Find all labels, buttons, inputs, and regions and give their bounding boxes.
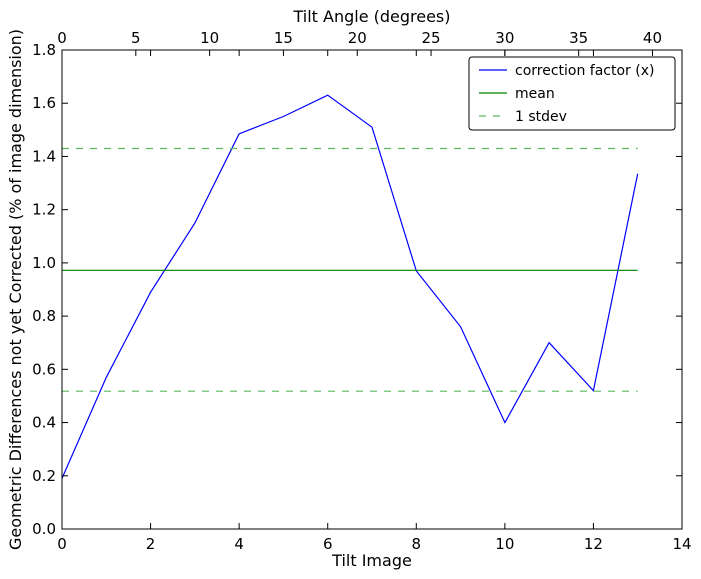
y-tick-label: 0.8 bbox=[32, 307, 56, 325]
y-tick-label: 1.8 bbox=[32, 41, 56, 59]
x-tick-label: 4 bbox=[234, 535, 244, 553]
top-x-tick-label: 25 bbox=[422, 29, 441, 47]
x-tick-label: 12 bbox=[584, 535, 603, 553]
y-axis-title: Geometric Differences not yet Corrected … bbox=[6, 29, 25, 550]
legend-label: mean bbox=[515, 86, 555, 102]
y-tick-label: 1.0 bbox=[32, 254, 56, 272]
top-x-tick-label: 15 bbox=[274, 29, 293, 47]
x-tick-label: 8 bbox=[412, 535, 422, 553]
legend-items: correction factor (x) mean 1 stdev bbox=[479, 63, 654, 125]
top-x-tick-label: 35 bbox=[569, 29, 588, 47]
legend: correction factor (x) mean 1 stdev bbox=[468, 56, 676, 131]
top-x-tick-label: 5 bbox=[131, 29, 141, 47]
series-line-correction-factor-x bbox=[61, 94, 639, 479]
y-tick-label: 0.6 bbox=[32, 360, 56, 378]
top-x-tick-label: 0 bbox=[57, 29, 67, 47]
series-layer bbox=[61, 94, 639, 479]
y-tick-label: 1.2 bbox=[32, 201, 56, 219]
top-x-tick-label: 20 bbox=[348, 29, 367, 47]
axes-layer: 0 2 4 6 8 10 12 14 0 5 10 15 20 25 30 35 40 0.0 0.2 0.4 0.6 0… bbox=[32, 29, 691, 553]
x-axis-title: Tilt Image bbox=[331, 551, 412, 570]
x-tick-label: 0 bbox=[57, 535, 67, 553]
legend-label: correction factor (x) bbox=[515, 63, 654, 79]
top-x-axis-title: Tilt Angle (degrees) bbox=[292, 7, 450, 26]
legend-box bbox=[468, 56, 676, 131]
y-tick-label: 1.4 bbox=[32, 147, 56, 165]
top-x-tick-label: 30 bbox=[495, 29, 514, 47]
top-x-tick-label: 10 bbox=[200, 29, 219, 47]
y-tick-label: 0.4 bbox=[32, 414, 56, 432]
y-tick-label: 0.0 bbox=[32, 520, 56, 538]
x-tick-label: 2 bbox=[146, 535, 156, 553]
x-tick-label: 6 bbox=[323, 535, 333, 553]
y-tick-label: 1.6 bbox=[32, 94, 56, 112]
x-tick-label: 14 bbox=[672, 535, 691, 553]
top-x-tick-label: 40 bbox=[643, 29, 662, 47]
plot-frame bbox=[61, 49, 683, 530]
y-tick-label: 0.2 bbox=[32, 467, 56, 485]
legend-label: 1 stdev bbox=[515, 109, 567, 125]
x-tick-label: 10 bbox=[495, 535, 514, 553]
